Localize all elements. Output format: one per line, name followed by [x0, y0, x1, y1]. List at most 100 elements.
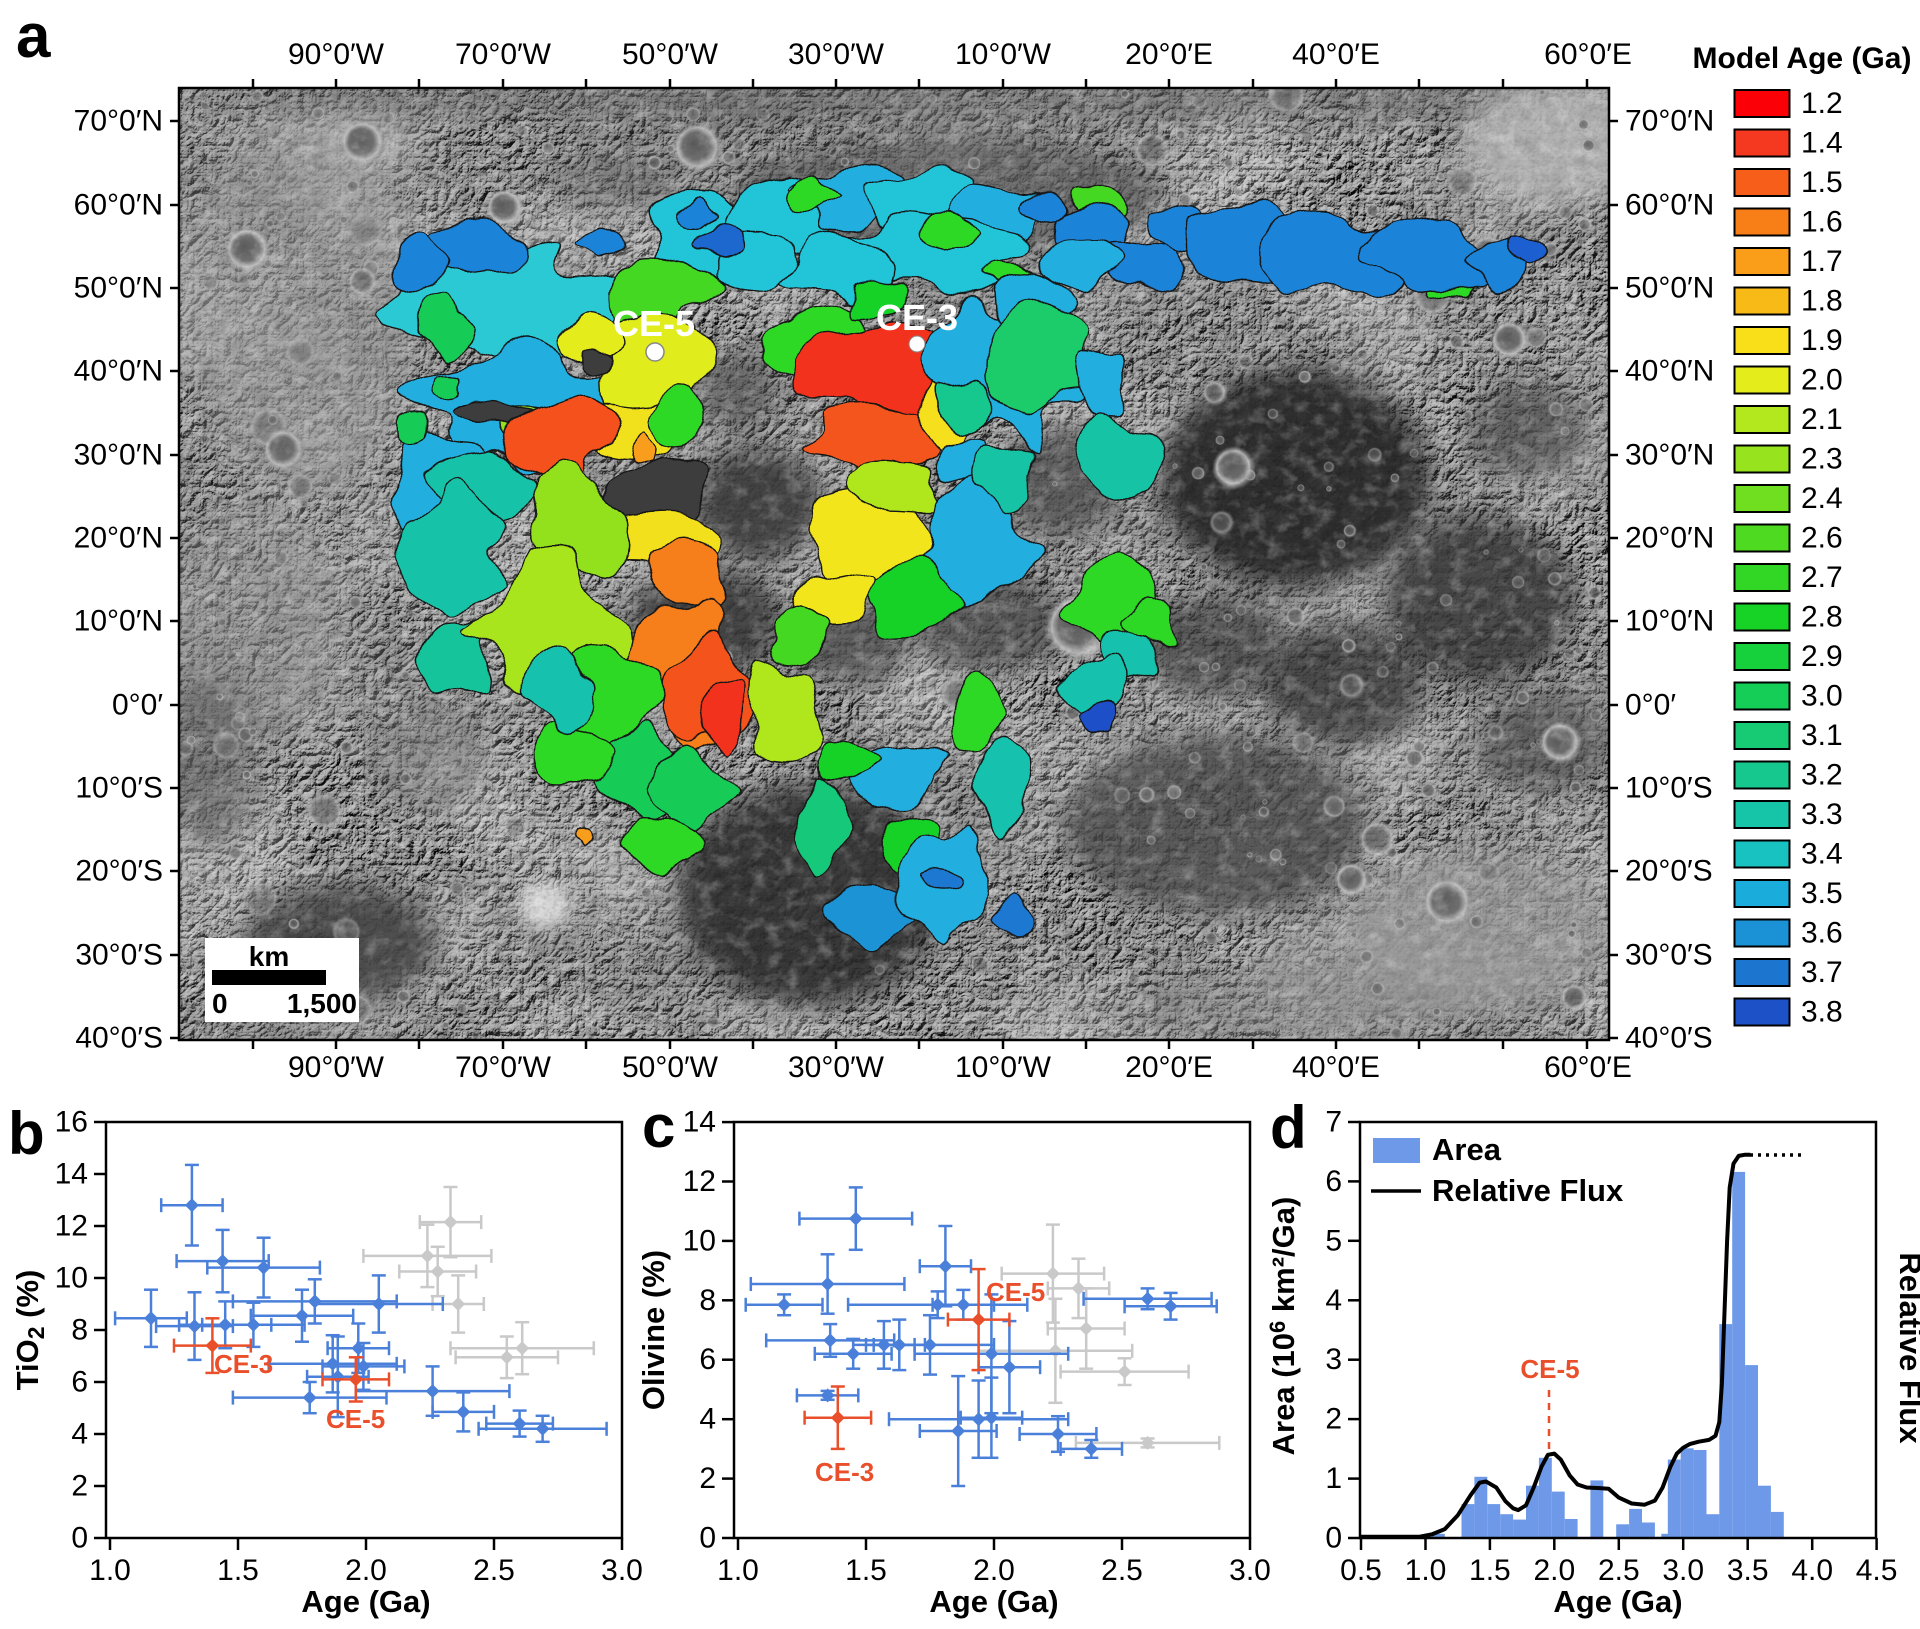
svg-text:2.0: 2.0	[1533, 1554, 1575, 1587]
svg-text:30°0′S: 30°0′S	[75, 939, 163, 972]
svg-text:2.5: 2.5	[1598, 1554, 1640, 1587]
svg-text:2: 2	[699, 1462, 716, 1495]
svg-text:1.6: 1.6	[1801, 206, 1843, 239]
svg-text:CE-3: CE-3	[214, 1349, 273, 1379]
svg-text:4.0: 4.0	[1791, 1554, 1833, 1587]
svg-text:8: 8	[699, 1284, 716, 1317]
svg-text:2.4: 2.4	[1801, 482, 1843, 515]
svg-text:2.7: 2.7	[1801, 561, 1843, 594]
svg-text:3.3: 3.3	[1801, 798, 1843, 831]
svg-text:20°0′E: 20°0′E	[1125, 38, 1213, 71]
svg-text:40°0′E: 40°0′E	[1292, 1051, 1380, 1084]
svg-text:3.0: 3.0	[601, 1554, 643, 1587]
svg-text:d: d	[1270, 1094, 1307, 1161]
svg-text:10°0′N: 10°0′N	[1625, 605, 1714, 638]
svg-text:90°0′W: 90°0′W	[288, 38, 385, 71]
svg-text:30°0′N: 30°0′N	[1625, 439, 1714, 472]
svg-text:2.1: 2.1	[1801, 403, 1843, 436]
svg-text:4: 4	[71, 1418, 88, 1451]
svg-text:2: 2	[1325, 1403, 1342, 1436]
svg-text:50°0′W: 50°0′W	[622, 1051, 719, 1084]
svg-text:2.5: 2.5	[473, 1554, 515, 1587]
svg-text:10: 10	[683, 1224, 716, 1257]
svg-text:12: 12	[55, 1210, 88, 1243]
svg-text:20°0′N: 20°0′N	[1625, 522, 1714, 555]
svg-text:6: 6	[699, 1343, 716, 1376]
svg-text:CE-5: CE-5	[986, 1277, 1045, 1307]
svg-text:40°0′S: 40°0′S	[75, 1022, 163, 1055]
svg-text:2.9: 2.9	[1801, 640, 1843, 673]
svg-text:a: a	[16, 2, 51, 71]
svg-text:1: 1	[1325, 1462, 1342, 1495]
svg-text:CE-3: CE-3	[876, 297, 958, 338]
svg-text:7: 7	[1325, 1106, 1342, 1139]
svg-text:20°0′E: 20°0′E	[1125, 1051, 1213, 1084]
svg-text:20°0′S: 20°0′S	[1625, 855, 1713, 888]
svg-text:Age (Ga): Age (Ga)	[1553, 1584, 1682, 1619]
svg-text:km: km	[249, 941, 289, 972]
svg-text:1.0: 1.0	[89, 1554, 131, 1587]
svg-text:10: 10	[55, 1262, 88, 1295]
svg-text:10°0′W: 10°0′W	[955, 38, 1052, 71]
svg-text:50°0′N: 50°0′N	[1625, 272, 1714, 305]
svg-text:0.5: 0.5	[1340, 1554, 1382, 1587]
svg-text:c: c	[642, 1093, 675, 1160]
svg-text:1.2: 1.2	[1801, 87, 1843, 120]
svg-text:14: 14	[683, 1106, 716, 1139]
svg-text:10°0′S: 10°0′S	[1625, 772, 1713, 805]
svg-text:30°0′W: 30°0′W	[788, 38, 885, 71]
svg-text:CE-5: CE-5	[613, 303, 695, 344]
svg-text:30°0′S: 30°0′S	[1625, 939, 1713, 972]
svg-text:3.5: 3.5	[1727, 1554, 1769, 1587]
svg-text:50°0′N: 50°0′N	[74, 272, 163, 305]
svg-text:CE-5: CE-5	[1520, 1354, 1579, 1384]
svg-text:Relative Flux: Relative Flux	[1893, 1252, 1920, 1444]
svg-text:1.9: 1.9	[1801, 324, 1843, 357]
svg-text:Olivine (%): Olivine (%)	[636, 1250, 671, 1410]
svg-text:2.6: 2.6	[1801, 522, 1843, 555]
svg-text:40°0′N: 40°0′N	[74, 355, 163, 388]
svg-text:4: 4	[1325, 1284, 1342, 1317]
svg-text:3.0: 3.0	[1229, 1554, 1271, 1587]
svg-text:5: 5	[1325, 1224, 1342, 1257]
svg-text:2.3: 2.3	[1801, 443, 1843, 476]
svg-text:Age (Ga): Age (Ga)	[301, 1584, 430, 1619]
svg-text:2.5: 2.5	[1101, 1554, 1143, 1587]
svg-text:6: 6	[1325, 1165, 1342, 1198]
svg-text:30°0′N: 30°0′N	[74, 439, 163, 472]
svg-text:90°0′W: 90°0′W	[288, 1051, 385, 1084]
svg-text:0: 0	[699, 1522, 716, 1555]
svg-text:3: 3	[1325, 1343, 1342, 1376]
svg-text:0: 0	[212, 988, 228, 1019]
svg-text:6: 6	[71, 1366, 88, 1399]
svg-text:40°0′S: 40°0′S	[1625, 1022, 1713, 1055]
svg-text:1.4: 1.4	[1801, 127, 1843, 160]
svg-text:3.8: 3.8	[1801, 996, 1843, 1029]
svg-text:3.5: 3.5	[1801, 877, 1843, 910]
svg-text:60°0′E: 60°0′E	[1544, 1051, 1632, 1084]
svg-text:10°0′W: 10°0′W	[955, 1051, 1052, 1084]
svg-text:3.6: 3.6	[1801, 917, 1843, 950]
svg-text:40°0′E: 40°0′E	[1292, 38, 1380, 71]
svg-text:12: 12	[683, 1165, 716, 1198]
svg-text:1.0: 1.0	[717, 1554, 759, 1587]
svg-text:70°0′W: 70°0′W	[455, 38, 552, 71]
svg-text:Area: Area	[1432, 1132, 1502, 1167]
svg-text:3.2: 3.2	[1801, 759, 1843, 792]
svg-text:CE-5: CE-5	[326, 1404, 385, 1434]
svg-text:3.0: 3.0	[1662, 1554, 1704, 1587]
svg-text:CE-3: CE-3	[815, 1457, 874, 1487]
svg-text:Relative Flux: Relative Flux	[1432, 1173, 1624, 1208]
svg-text:1.8: 1.8	[1801, 285, 1843, 318]
svg-text:b: b	[8, 1100, 45, 1167]
svg-text:2.8: 2.8	[1801, 601, 1843, 634]
svg-text:4: 4	[699, 1403, 716, 1436]
svg-text:1.5: 1.5	[217, 1554, 259, 1587]
svg-text:3.0: 3.0	[1801, 680, 1843, 713]
svg-text:20°0′N: 20°0′N	[74, 522, 163, 555]
svg-text:0: 0	[1325, 1522, 1342, 1555]
svg-text:14: 14	[55, 1158, 88, 1191]
svg-text:20°0′S: 20°0′S	[75, 855, 163, 888]
svg-text:1.5: 1.5	[845, 1554, 887, 1587]
svg-text:60°0′N: 60°0′N	[1625, 189, 1714, 222]
